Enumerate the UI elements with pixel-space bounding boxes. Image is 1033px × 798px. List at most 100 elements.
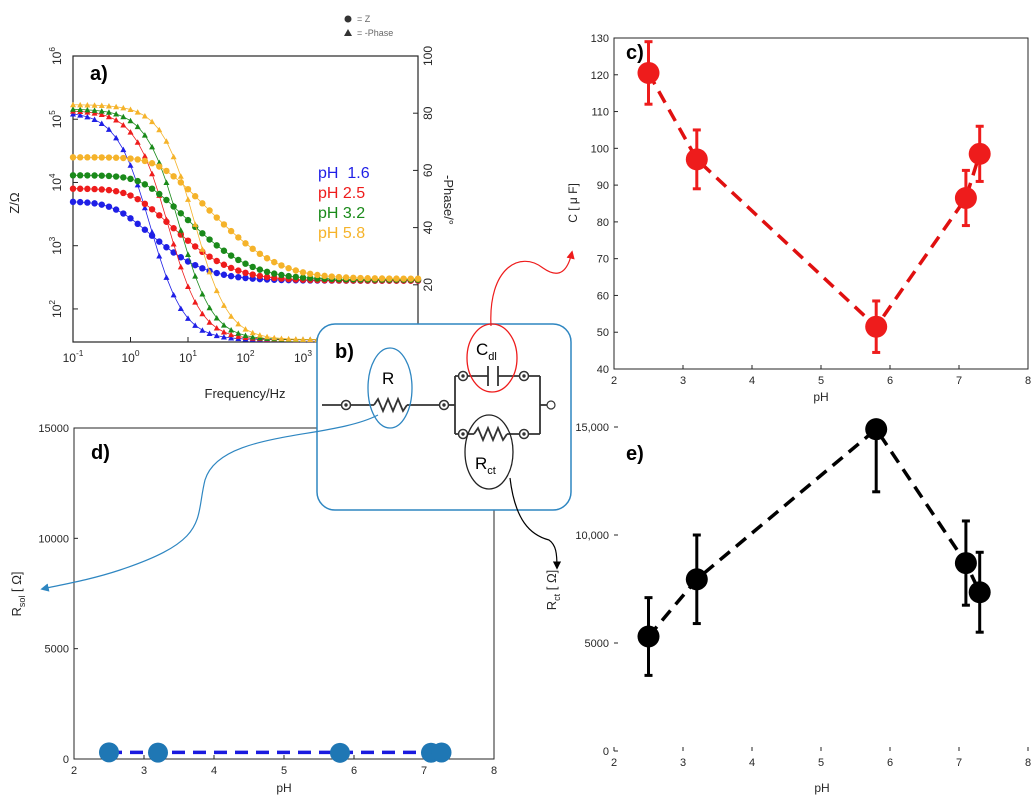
z-point-green: [263, 268, 271, 276]
z-point-red: [206, 253, 213, 260]
z-point-green: [177, 210, 185, 217]
x-tick-label: 7: [956, 375, 962, 387]
phase-point-red: [149, 170, 156, 177]
panel-d-rsol-plot: d) 2 3 4 5 6 7 8 0 5000 10000 15000 pH Rsol [ Ω]: [9, 423, 497, 795]
rsol-sub: sol: [17, 596, 27, 608]
z-point-green: [134, 177, 141, 185]
rct-unit: [ Ω]: [544, 570, 559, 594]
z-point-blue: [199, 265, 206, 272]
z-point-green: [163, 196, 170, 204]
z-point-orange: [148, 160, 156, 167]
phase-point-orange: [91, 102, 98, 108]
phase-point-blue: [84, 113, 91, 120]
z-point-red: [91, 185, 98, 193]
z-point-orange: [407, 275, 415, 282]
phase-point-red: [120, 121, 127, 128]
z-point-red: [213, 257, 220, 265]
phase-point-orange: [84, 101, 91, 108]
phase-point-orange: [141, 112, 148, 119]
z-point-orange: [242, 240, 249, 247]
y-tick-label: 110: [591, 107, 609, 119]
phase-point-orange: [292, 336, 299, 342]
phase-point-red: [192, 299, 199, 305]
z-point-green: [184, 216, 192, 224]
panel-d-x-axis-label: pH: [276, 781, 291, 795]
z-point-orange: [141, 157, 149, 165]
phase-point-blue: [134, 181, 141, 188]
z-point-orange: [84, 154, 91, 161]
phase-point-blue: [141, 204, 148, 211]
rct-sub: ct: [552, 593, 562, 601]
z-point-blue: [120, 210, 127, 217]
y-tick-label: 50: [597, 327, 609, 339]
legend-triangle-marker: [344, 29, 352, 36]
z-point-red: [105, 186, 113, 194]
arrow-to-panel-c: [490, 250, 575, 327]
z-point-red: [242, 269, 249, 277]
z-point-orange: [120, 154, 127, 162]
legend-entry-blue: pH 1.6: [318, 165, 370, 182]
z-point-orange: [400, 275, 407, 282]
phase-point-blue: [177, 305, 184, 311]
panel-a-points: [69, 101, 422, 343]
z-point-green: [91, 172, 98, 179]
phase-point-red: [177, 263, 184, 270]
phase-point-green: [120, 113, 127, 120]
panel-e-marks: [637, 418, 991, 677]
phase-point-red: [98, 111, 105, 118]
z-point-green: [220, 247, 228, 254]
x-tick-label: 8: [1025, 757, 1031, 769]
phase-point-orange: [271, 334, 278, 341]
y-tick-label: 0: [63, 754, 69, 766]
x-tick-label: 102: [236, 348, 254, 365]
phase-point-green: [213, 314, 220, 321]
phase-point-green: [235, 330, 242, 336]
phase-point-orange: [156, 126, 163, 133]
z-point-green: [213, 242, 220, 249]
z-point-orange: [321, 272, 328, 280]
r-highlight-ellipse: [367, 347, 413, 429]
z-point-orange: [206, 207, 213, 214]
phase-point-orange: [105, 102, 112, 109]
phase-point-orange: [213, 287, 220, 294]
z-point-orange: [292, 267, 300, 274]
z-point-orange: [235, 234, 242, 241]
z-point-orange: [271, 258, 278, 266]
z-point-green: [120, 174, 127, 181]
phase-point-green: [185, 251, 191, 257]
rsol-R: R: [9, 607, 24, 616]
phase-point-green: [70, 106, 76, 112]
z-point-blue: [191, 261, 199, 269]
data-point: [99, 742, 119, 763]
z-point-green: [206, 236, 213, 243]
phase-point-green: [220, 322, 227, 328]
phase-point-blue: [91, 116, 98, 123]
legend-entry-green: pH 3.2: [318, 205, 365, 222]
panel-e-label: e): [626, 443, 644, 465]
x-tick-label: 5: [818, 757, 824, 769]
x-tick-label: 7: [956, 757, 962, 769]
data-point: [637, 625, 660, 648]
z-point-green: [127, 175, 134, 183]
circuit-box: [316, 323, 572, 511]
z-point-red: [235, 267, 242, 274]
z-point-orange: [213, 214, 220, 221]
panel-a-legend: pH 1.6 pH 2.5 pH 3.2 pH 5.8: [318, 165, 370, 242]
panel-d-label: d): [91, 442, 110, 464]
panel-a-y-axis-label: Z/Ω: [7, 192, 22, 214]
z-point-orange: [134, 156, 141, 163]
phase-point-blue: [156, 253, 163, 259]
phase-point-green: [199, 291, 206, 297]
z-point-blue: [213, 269, 220, 277]
z-point-orange: [414, 275, 422, 282]
x-tick-label: 100: [121, 348, 139, 365]
z-point-blue: [69, 198, 77, 206]
x-tick-label: 5: [818, 375, 824, 387]
z-point-orange: [91, 154, 98, 161]
z-point-green: [285, 272, 292, 280]
z-point-blue: [170, 249, 177, 256]
z-point-orange: [342, 274, 350, 281]
phase-point-blue: [113, 134, 120, 141]
y2-tick-label: 80: [421, 106, 435, 120]
legend-entry-orange: pH 5.8: [318, 225, 365, 242]
